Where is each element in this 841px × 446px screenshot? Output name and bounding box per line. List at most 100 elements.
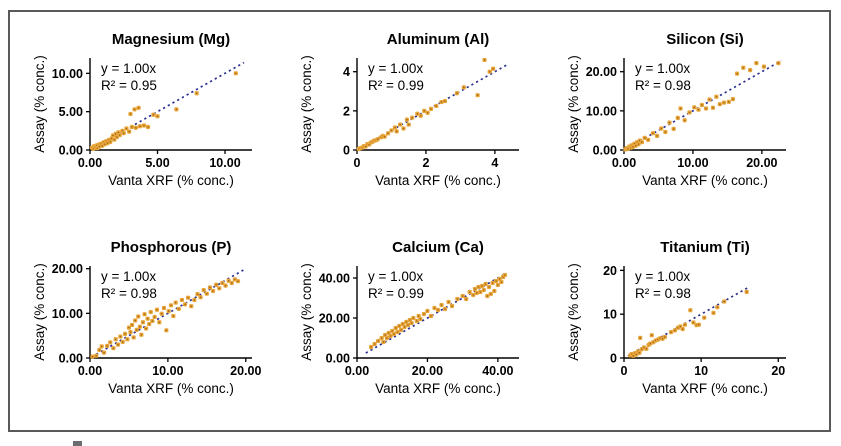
data-point-core — [162, 307, 165, 309]
data-point-core — [114, 133, 116, 135]
r-squared-label: R² = 0.98 — [635, 78, 691, 93]
data-point-core — [153, 316, 155, 318]
x-axis-title: Vanta XRF (% conc.) — [375, 173, 501, 188]
data-point-core — [461, 295, 463, 297]
data-point-core — [482, 289, 485, 291]
data-point-core — [132, 336, 134, 339]
y-tick-label: 0.00 — [58, 144, 82, 158]
data-point-core — [500, 281, 502, 283]
data-point-core — [415, 320, 418, 322]
data-point-core — [473, 288, 476, 290]
scatter-plot-silicon: Silicon (Si) 0.00 10.00 20.00 0.00 10.00 20.00… — [566, 31, 786, 188]
data-point-core — [221, 282, 223, 284]
data-point-core — [100, 144, 103, 147]
x-tick-label: 20 — [771, 364, 785, 378]
data-point-core — [480, 285, 483, 287]
x-tick-label: 0.00 — [344, 364, 368, 378]
data-point-core — [142, 124, 145, 127]
data-point-core — [165, 329, 167, 332]
data-point-core — [130, 126, 133, 128]
data-point-core — [127, 326, 130, 329]
data-point-core — [489, 293, 492, 295]
data-point-core — [137, 107, 139, 109]
data-point-core — [659, 127, 662, 130]
data-point-core — [487, 286, 490, 288]
y-tick-label: 10 — [603, 308, 617, 322]
data-point-core — [455, 92, 458, 95]
data-point-core — [135, 329, 138, 331]
data-point-core — [126, 338, 128, 341]
data-point-core — [127, 130, 130, 133]
data-point-core — [94, 354, 97, 357]
data-point-core — [468, 291, 470, 293]
r-squared-label: R² = 0.98 — [635, 286, 691, 301]
data-point-core — [681, 328, 683, 330]
equation-label: y = 1.00x — [635, 269, 690, 284]
data-point-core — [748, 69, 751, 71]
data-point-core — [155, 308, 158, 311]
data-point-core — [422, 313, 425, 315]
y-tick-label: 20 — [603, 264, 617, 278]
data-point-core — [715, 95, 717, 98]
data-point-core — [140, 333, 142, 336]
data-point-core — [689, 309, 691, 312]
data-point-core — [397, 325, 400, 327]
data-point-core — [116, 343, 119, 346]
data-point-core — [484, 283, 486, 285]
y-axis-title: Assay (% conc.) — [566, 55, 581, 153]
data-point-core — [419, 114, 422, 117]
data-point-core — [119, 335, 121, 338]
data-point-core — [419, 318, 421, 320]
data-point-core — [668, 121, 670, 124]
x-tick-label: 20.00 — [230, 364, 261, 378]
data-point-core — [224, 284, 226, 287]
equation-label: y = 1.00x — [368, 61, 423, 76]
x-axis-title: Vanta XRF (% conc.) — [375, 381, 501, 396]
data-point-core — [208, 286, 211, 289]
data-point-core — [450, 305, 453, 307]
data-point-core — [731, 98, 734, 100]
data-point-core — [462, 86, 465, 89]
data-point-core — [98, 349, 100, 351]
y-tick-label: 0 — [610, 352, 617, 366]
data-point-core — [390, 330, 393, 332]
data-point-core — [429, 108, 432, 110]
data-point-core — [676, 117, 679, 119]
data-point-core — [143, 313, 145, 316]
data-point-core — [711, 106, 714, 109]
data-point-core — [640, 141, 643, 143]
data-point-core — [422, 110, 425, 112]
equation-label: y = 1.00x — [635, 61, 690, 76]
data-point-core — [402, 127, 404, 130]
data-point-core — [498, 278, 500, 280]
data-point-core — [716, 306, 718, 308]
data-point-core — [673, 329, 676, 332]
data-point-core — [383, 135, 385, 138]
data-point-core — [369, 346, 372, 348]
chart-title: Titanium (Ti) — [660, 239, 749, 256]
data-point-core — [102, 351, 105, 354]
data-point-core — [464, 298, 467, 300]
data-point-core — [496, 284, 499, 286]
data-point-core — [426, 310, 428, 312]
y-tick-label: 10.00 — [51, 67, 82, 81]
cropped-label-fragment — [73, 441, 82, 446]
data-point-core — [118, 134, 120, 136]
data-point-core — [741, 66, 744, 69]
data-point-core — [648, 342, 651, 345]
data-point-core — [722, 101, 725, 104]
scatter-plot-calcium: Calcium (Ca) 0.00 20.00 40.00 0.00 20.00 40.00… — [299, 239, 519, 396]
figure-frame: Magnesium (Mg) 0.00 5.00 10.00 0.00 5.00 10.00… — [8, 10, 831, 432]
data-point-core — [110, 137, 112, 140]
data-point-core — [395, 130, 397, 133]
data-point-core — [407, 123, 410, 126]
chart-cell-titanium: Titanium (Ti) 0 10 20 0 10 20 Vanta XRF (% conc… — [564, 230, 822, 426]
chart-cell-silicon: Silicon (Si) 0.00 10.00 20.00 0.00 10.00 20.00… — [564, 22, 822, 218]
chart-cell-aluminum: Aluminum (Al) 0 2 4 0 2 4 Vanta XRF (% conc.) As… — [297, 22, 555, 218]
data-point-core — [111, 134, 114, 137]
data-point-core — [114, 338, 117, 341]
data-point-core — [672, 128, 674, 130]
data-point-core — [410, 116, 413, 119]
data-point-core — [405, 118, 408, 121]
